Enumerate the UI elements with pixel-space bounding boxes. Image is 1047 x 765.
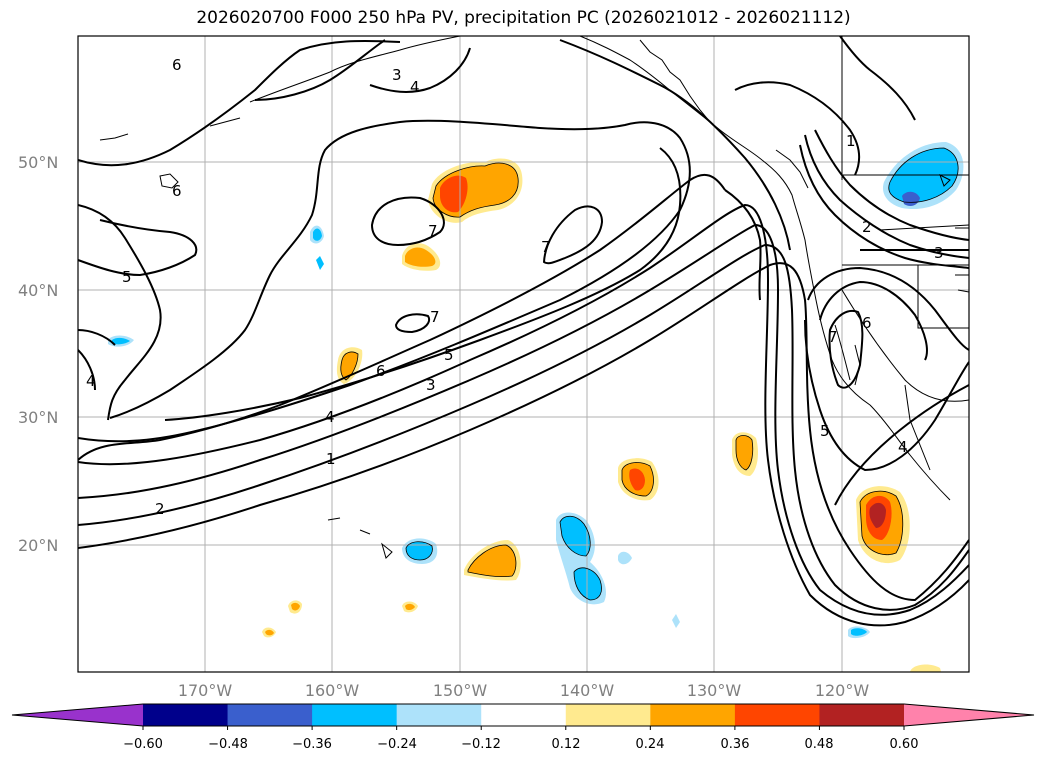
pv-contour-line <box>78 203 969 627</box>
pv-contour-line <box>78 204 162 421</box>
colorbar-segment <box>650 704 736 726</box>
pv-contour-line <box>559 39 791 251</box>
map-frame <box>77 35 970 673</box>
contour-label: 5 <box>122 268 132 286</box>
colorbar-segment <box>734 704 820 726</box>
contour-label: 6 <box>376 362 386 380</box>
contour-label: 6 <box>862 314 872 332</box>
lat-label: 30°N <box>18 408 58 427</box>
pv-contour-line <box>164 147 682 421</box>
pv-contours <box>78 36 969 627</box>
contour-label: 4 <box>86 372 96 390</box>
pv-contour-line <box>78 262 969 602</box>
contour-label: 3 <box>426 376 436 394</box>
contour-label: 5 <box>444 346 454 364</box>
pv-contour-line <box>834 384 969 506</box>
map-area <box>78 36 969 672</box>
pv-contour-line <box>78 119 691 443</box>
colorbar-ticks: −0.60 −0.48 −0.36 −0.24 −0.12 0.12 0.24 … <box>123 737 918 752</box>
contour-label: 3 <box>392 66 402 84</box>
colorbar-tick-label: −0.24 <box>377 737 417 752</box>
pv-contour-line <box>78 219 198 277</box>
colorbar-tick-label: −0.36 <box>292 737 332 752</box>
pv-contour-line <box>254 39 386 101</box>
colorbar-segment <box>565 704 651 726</box>
pv-contour-line <box>799 144 969 269</box>
contour-label: 2 <box>155 500 165 518</box>
colorbar-segment <box>481 704 567 726</box>
pv-contour-line <box>804 134 969 259</box>
pv-contour-line <box>78 39 401 167</box>
pv-contour-line <box>819 280 928 361</box>
contour-label: 7 <box>428 222 438 240</box>
latitude-labels: 50°N 40°N 30°N 20°N <box>18 153 58 555</box>
pv-contour-line <box>734 81 861 176</box>
lon-label: 150°W <box>433 681 488 700</box>
map-title: 2026020700 F000 250 hPa PV, precipitatio… <box>196 8 851 28</box>
contour-label: 1 <box>846 132 856 150</box>
colorbar-tick-label: −0.60 <box>123 737 163 752</box>
colorbar-tick-label: −0.48 <box>208 737 248 752</box>
pv-contour-line <box>78 243 969 611</box>
contour-label: 7 <box>541 238 551 256</box>
pv-contour-line <box>828 310 864 389</box>
contour-label: 6 <box>172 182 182 200</box>
pv-contour-line <box>78 173 726 461</box>
pv-contour-line <box>78 349 96 391</box>
lon-label: 160°W <box>305 681 360 700</box>
pv-contour-line <box>804 319 969 472</box>
contour-label: 4 <box>410 78 420 96</box>
pv-contour-line <box>370 196 445 247</box>
colorbar-tick-label: 0.12 <box>552 737 581 752</box>
lon-label: 170°W <box>178 681 233 700</box>
colorbar-segment <box>143 704 229 726</box>
colorbar <box>11 703 1035 730</box>
colorbar-extend-max <box>904 704 1034 726</box>
contour-label: 6 <box>172 56 182 74</box>
pv-contour-line <box>369 47 471 93</box>
pv-contour-line <box>542 205 604 265</box>
contour-label: 4 <box>898 438 908 456</box>
colorbar-tick-label: 0.24 <box>636 737 665 752</box>
precip-positive-blob <box>910 664 942 672</box>
lat-label: 40°N <box>18 281 58 300</box>
contour-label: 7 <box>828 328 838 346</box>
longitude-labels: 170°W 160°W 150°W 140°W 130°W 120°W <box>178 681 870 700</box>
pv-contour-line <box>724 189 762 301</box>
contour-label: 1 <box>326 450 336 468</box>
pv-contour-line <box>814 129 969 241</box>
contour-label: 4 <box>325 408 335 426</box>
lat-label: 20°N <box>18 536 58 555</box>
contour-labels: 6 5 7 6 5 3 4 1 2 7 7 4 3 4 6 1 2 3 7 6 … <box>86 56 944 518</box>
lon-label: 120°W <box>815 681 870 700</box>
colorbar-tick-label: −0.12 <box>461 737 501 752</box>
pv-contour-line <box>807 266 969 351</box>
colorbar-tick-label: 0.36 <box>721 737 750 752</box>
colorbar-tick-label: 0.60 <box>890 737 919 752</box>
pv-contour-line <box>78 329 116 346</box>
lon-label: 130°W <box>687 681 742 700</box>
lat-label: 50°N <box>18 153 58 172</box>
pv-contour-line <box>839 36 916 121</box>
colorbar-segment <box>819 704 905 726</box>
contour-label: 7 <box>430 308 440 326</box>
pv-contour-line <box>394 313 431 334</box>
colorbar-segment <box>396 704 482 726</box>
colorbar-tick-label: 0.48 <box>805 737 834 752</box>
lon-label: 140°W <box>560 681 615 700</box>
contour-label: 5 <box>820 422 830 440</box>
colorbar-segment <box>227 704 313 726</box>
precip-shading <box>108 142 964 672</box>
contour-label: 2 <box>862 218 872 236</box>
colorbar-segment <box>312 704 398 726</box>
contour-label: 3 <box>934 244 944 262</box>
colorbar-extend-min <box>12 704 143 726</box>
